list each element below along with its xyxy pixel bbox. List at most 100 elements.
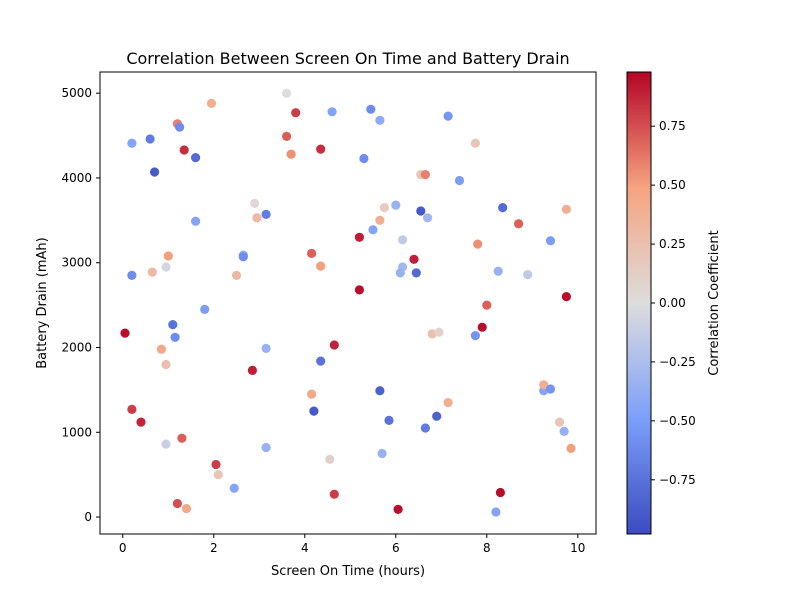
x-axis-label: Screen On Time (hours) — [271, 564, 425, 579]
colorbar-tick-label: −0.75 — [659, 473, 696, 487]
scatter-point — [354, 232, 364, 242]
scatter-point — [559, 426, 569, 436]
scatter-point — [477, 322, 487, 332]
scatter-point — [443, 398, 453, 408]
scatter-point — [555, 417, 565, 427]
scatter-point — [470, 331, 480, 341]
scatter-point — [561, 292, 572, 302]
scatter-point — [443, 111, 453, 121]
x-tick-label: 2 — [210, 541, 218, 555]
scatter-point — [393, 504, 403, 514]
scatter-point — [432, 411, 442, 421]
colorbar-tick-label: 0.75 — [659, 119, 686, 133]
scatter-point — [329, 340, 339, 350]
scatter-point — [395, 268, 405, 278]
colorbar-gradient — [627, 72, 651, 534]
scatter-point — [545, 236, 556, 246]
y-axis: 0 1000 2000 3000 4000 5000 — [61, 86, 100, 524]
scatter-point — [514, 219, 524, 229]
scatter-point — [179, 145, 189, 155]
scatter-point — [229, 483, 239, 493]
scatter-point — [282, 131, 292, 141]
scatter-point — [150, 167, 160, 177]
plot-area: 0 2 4 6 8 10 0 1000 2000 3000 4000 5000 — [61, 71, 597, 555]
scatter-point — [359, 153, 369, 164]
scatter-point — [398, 235, 408, 245]
scatter-point — [291, 108, 301, 118]
scatter-point — [545, 384, 556, 394]
colorbar: −0.75 −0.50 −0.25 0.00 0.25 0.50 0.75 — [626, 71, 696, 535]
scatter-point — [420, 170, 430, 180]
scatter-point — [120, 328, 130, 338]
scatter-point — [261, 442, 271, 453]
scatter-point — [161, 359, 171, 370]
scatter-point — [411, 268, 421, 278]
scatter-point — [175, 122, 185, 132]
colorbar-tick-label: −0.50 — [659, 414, 696, 428]
scatter-point — [416, 206, 426, 216]
x-tick-label: 8 — [483, 541, 491, 555]
scatter-point — [482, 300, 492, 310]
scatter-point — [163, 251, 173, 261]
x-tick-label: 10 — [570, 541, 585, 555]
y-tick-label: 4000 — [61, 171, 92, 185]
scatter-point — [493, 266, 503, 276]
y-tick-label: 1000 — [61, 425, 92, 439]
scatter-points — [120, 88, 576, 517]
scatter-point — [191, 153, 201, 163]
scatter-point — [127, 270, 137, 280]
x-tick-label: 4 — [301, 541, 309, 555]
x-tick-label: 0 — [119, 541, 127, 555]
scatter-point — [316, 144, 326, 154]
colorbar-tick-label: 0.00 — [659, 296, 686, 310]
scatter-point — [181, 504, 192, 514]
scatter-point — [161, 439, 171, 449]
scatter-point — [420, 423, 430, 433]
scatter-point — [200, 304, 210, 314]
scatter-point — [329, 489, 339, 499]
y-tick-label: 5000 — [61, 86, 92, 100]
scatter-point — [147, 267, 157, 277]
scatter-point — [252, 213, 262, 223]
scatter-point — [379, 203, 389, 213]
scatter-point — [177, 433, 187, 443]
scatter-point — [206, 98, 217, 108]
scatter-point — [491, 507, 501, 517]
scatter-point — [377, 448, 387, 459]
scatter-point — [495, 487, 505, 498]
plot-background — [100, 72, 596, 534]
scatter-point — [136, 417, 146, 427]
x-tick-label: 6 — [392, 541, 400, 555]
scatter-point — [470, 138, 480, 148]
scatter-point — [286, 149, 296, 159]
scatter-point — [391, 200, 401, 210]
y-tick-label: 3000 — [61, 256, 92, 270]
scatter-point — [561, 204, 572, 214]
scatter-point — [307, 248, 317, 258]
x-axis: 0 2 4 6 8 10 — [119, 534, 585, 555]
scatter-point — [172, 498, 182, 509]
y-tick-label: 2000 — [61, 341, 92, 355]
scatter-point — [368, 225, 378, 235]
colorbar-label: Correlation Coefficient — [707, 230, 722, 376]
scatter-point — [423, 213, 433, 223]
scatter-point — [473, 239, 483, 249]
scatter-point — [366, 104, 376, 114]
scatter-point — [261, 209, 271, 219]
scatter-point — [211, 459, 221, 470]
scatter-point — [261, 343, 271, 353]
y-axis-label: Battery Drain (mAh) — [35, 237, 50, 369]
scatter-point — [168, 320, 178, 330]
scatter-point — [375, 115, 385, 125]
colorbar-tick-label: 0.25 — [659, 237, 686, 251]
scatter-point — [354, 285, 364, 295]
scatter-point — [247, 365, 257, 375]
scatter-point — [316, 261, 326, 271]
scatter-point — [156, 344, 166, 354]
scatter-point — [127, 138, 137, 148]
scatter-point — [307, 389, 317, 399]
scatter-point — [498, 203, 508, 213]
scatter-point — [316, 356, 326, 366]
scatter-point — [434, 327, 444, 337]
